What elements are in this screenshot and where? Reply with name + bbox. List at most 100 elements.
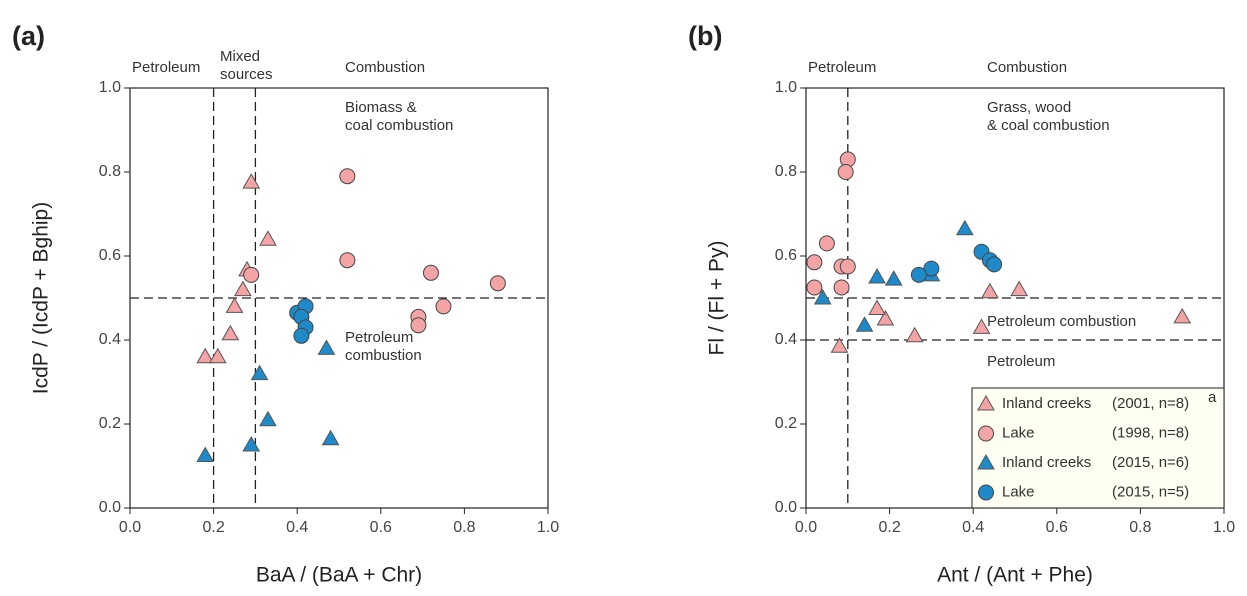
- legend-detail: (2015, n=6): [1112, 454, 1189, 471]
- circle-marker: [910, 266, 927, 283]
- panel-label: (a): [12, 21, 45, 51]
- annotation: Petroleum: [808, 59, 876, 76]
- triangle-marker: [855, 316, 874, 332]
- triangle-marker: [868, 299, 886, 315]
- triangle-marker: [196, 347, 215, 364]
- circle-marker: [339, 168, 356, 185]
- y-tick-label: 0.0: [775, 499, 797, 516]
- legend-box: [971, 387, 1225, 509]
- legend-detail: (2001, n=8): [1112, 395, 1189, 412]
- circle-marker: [806, 254, 823, 271]
- annotation: Petroleum: [132, 59, 200, 76]
- y-tick-label: 0.2: [99, 415, 121, 432]
- x-tick-label: 0.0: [119, 519, 141, 536]
- circle-marker: [339, 252, 356, 269]
- circle-marker: [293, 327, 310, 344]
- x-tick-label: 0.2: [878, 519, 900, 536]
- circle-marker: [923, 260, 940, 277]
- x-tick-label: 0.4: [286, 519, 308, 536]
- triangle-marker: [321, 429, 340, 446]
- x-axis-label: BaA / (BaA + Chr): [256, 564, 422, 587]
- y-tick-label: 1.0: [775, 79, 797, 96]
- panel-label: (b): [688, 21, 722, 51]
- y-axis-label: Fl / (Fl + Py): [706, 241, 729, 356]
- y-tick-label: 0.4: [775, 331, 797, 348]
- x-tick-label: 0.8: [1129, 519, 1151, 536]
- circle-marker: [833, 279, 850, 296]
- triangle-marker: [317, 339, 336, 355]
- y-tick-label: 0.6: [775, 247, 797, 264]
- x-tick-label: 0.2: [202, 519, 224, 536]
- circle-marker: [489, 275, 506, 292]
- annotation: sources: [220, 66, 273, 83]
- triangle-marker: [1010, 280, 1029, 297]
- x-tick-label: 0.4: [962, 519, 984, 536]
- triangle-marker: [830, 337, 849, 353]
- triangle-marker: [813, 288, 832, 305]
- triangle-marker: [884, 270, 903, 286]
- y-tick-label: 0.4: [99, 331, 121, 348]
- triangle-marker: [196, 446, 215, 462]
- circle-marker: [837, 164, 854, 180]
- triangle-marker: [977, 394, 995, 411]
- triangle-marker: [1173, 307, 1192, 324]
- annotation: & coal combustion: [987, 117, 1110, 134]
- triangle-marker: [242, 173, 261, 189]
- triangle-marker: [242, 435, 261, 452]
- triangle-marker: [259, 410, 277, 427]
- triangle-marker: [233, 280, 252, 297]
- triangle-marker: [868, 267, 886, 284]
- x-tick-label: 0.0: [795, 519, 817, 536]
- circle-marker: [243, 266, 260, 283]
- triangle-marker: [250, 364, 269, 381]
- annotation: Grass, wood: [987, 99, 1071, 116]
- triangle-marker: [977, 453, 995, 470]
- circle-marker: [435, 298, 452, 315]
- y-axis-label: IcdP / (IcdP + Bghip): [30, 202, 53, 394]
- legend-label: Lake: [1002, 483, 1035, 500]
- legend-label: Inland creeks: [1002, 454, 1091, 471]
- x-tick-label: 0.8: [453, 519, 475, 536]
- circle-marker: [818, 235, 835, 252]
- annotation: Mixed: [220, 48, 260, 65]
- x-tick-label: 0.6: [370, 519, 392, 536]
- legend-label: Inland creeks: [1002, 395, 1091, 412]
- triangle-marker: [981, 282, 999, 299]
- triangle-marker: [225, 297, 244, 313]
- annotation: Combustion: [345, 59, 425, 76]
- triangle-marker: [221, 324, 240, 341]
- legend-label: Lake: [1002, 424, 1035, 441]
- circle-marker: [806, 279, 823, 296]
- triangle-marker: [955, 219, 974, 236]
- x-tick-label: 0.6: [1046, 519, 1068, 536]
- circle-marker: [410, 317, 427, 334]
- annotation: Petroleum: [987, 353, 1055, 370]
- circle-marker: [978, 425, 994, 442]
- circle-marker: [422, 264, 439, 281]
- legend-footnote: a: [1208, 389, 1217, 406]
- x-tick-label: 1.0: [537, 519, 559, 536]
- annotation: combustion: [345, 347, 422, 364]
- legend-detail: (2015, n=5): [1112, 483, 1189, 500]
- y-tick-label: 0.8: [99, 163, 121, 180]
- y-tick-label: 0.8: [775, 163, 797, 180]
- circle-marker: [978, 484, 994, 501]
- triangle-marker: [905, 326, 924, 343]
- annotation: Petroleum: [345, 329, 413, 346]
- circle-marker: [839, 258, 856, 275]
- y-tick-label: 0.2: [775, 415, 797, 432]
- x-tick-label: 1.0: [1213, 519, 1235, 536]
- triangle-marker: [972, 318, 991, 334]
- annotation: Biomass &: [345, 99, 417, 116]
- y-tick-label: 0.0: [99, 499, 121, 516]
- annotation: Petroleum combustion: [987, 313, 1136, 330]
- annotation: Combustion: [987, 59, 1067, 76]
- circle-marker: [986, 256, 1003, 273]
- x-axis-label: Ant / (Ant + Phe): [937, 564, 1093, 587]
- legend-detail: (1998, n=8): [1112, 424, 1189, 441]
- y-tick-label: 1.0: [99, 79, 121, 96]
- annotation: coal combustion: [345, 117, 453, 134]
- triangle-marker: [876, 309, 895, 326]
- y-tick-label: 0.6: [99, 247, 121, 264]
